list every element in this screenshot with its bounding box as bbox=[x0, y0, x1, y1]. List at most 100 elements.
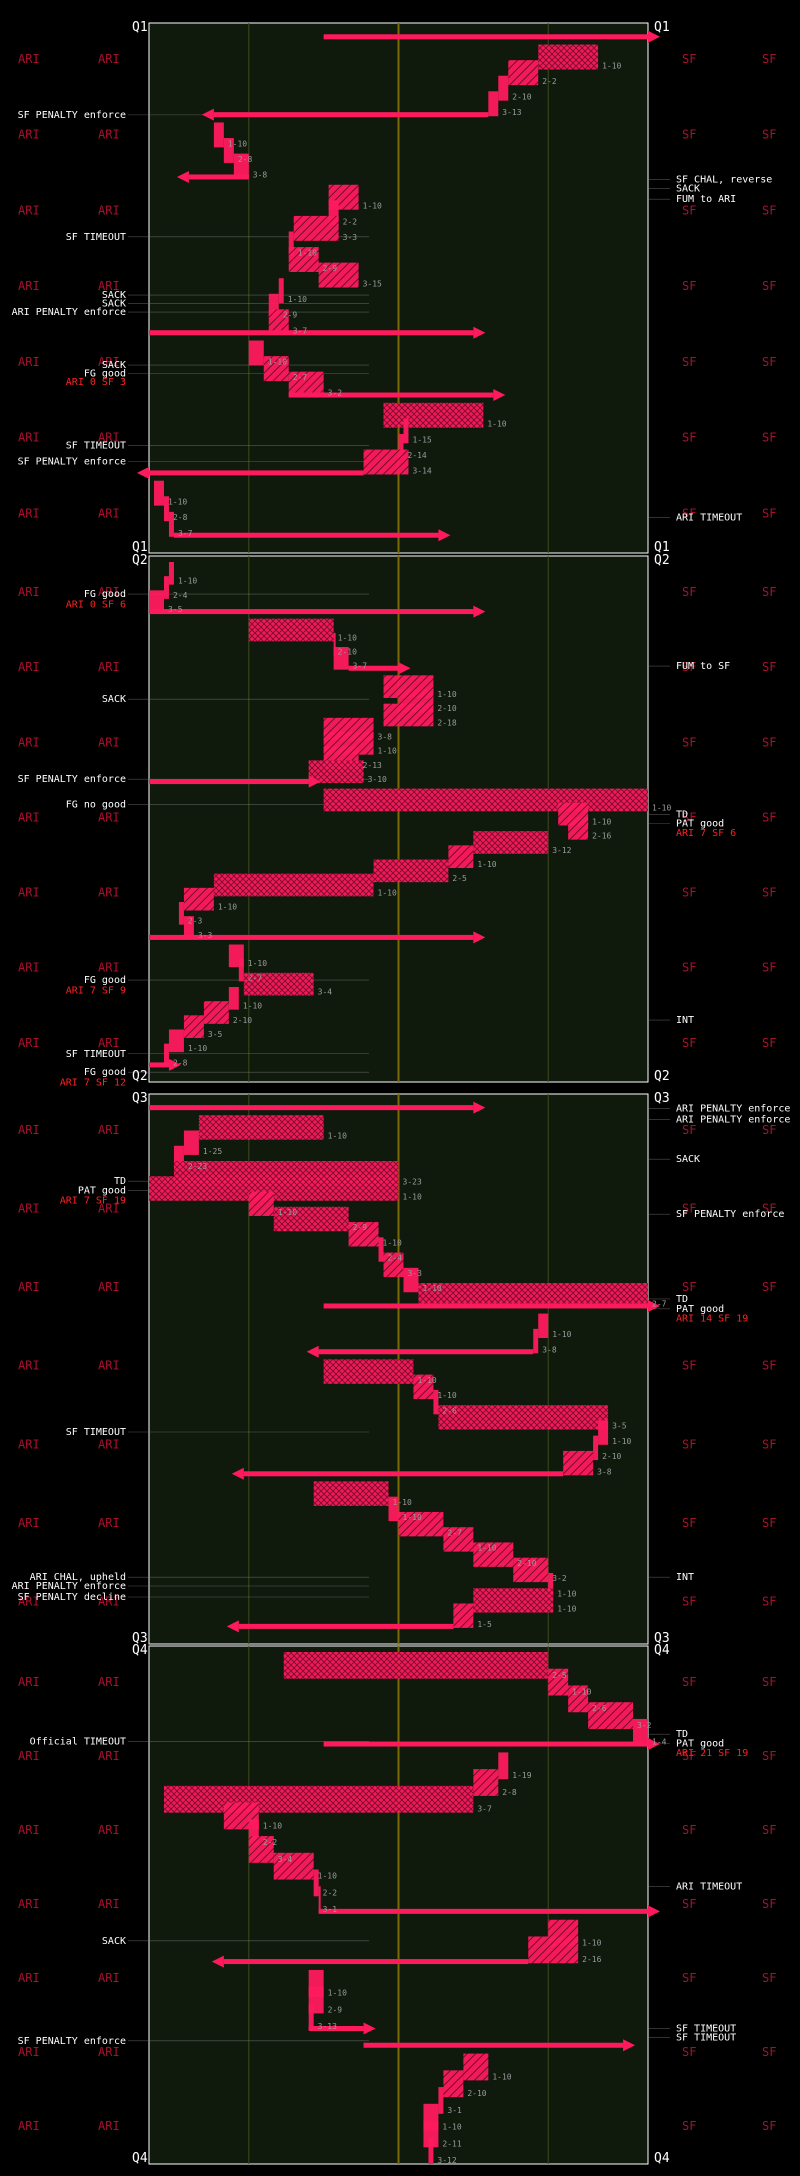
event-label: PAT good bbox=[676, 818, 724, 829]
play-2-2 bbox=[508, 60, 539, 86]
team-side-label: SF bbox=[762, 2119, 776, 2133]
down-distance-label: 1-10 bbox=[248, 959, 267, 968]
down-distance-label: 1-10 bbox=[442, 2123, 461, 2132]
team-side-label: SF bbox=[762, 1823, 776, 1837]
team-side-label: SF bbox=[682, 2045, 696, 2059]
event-label: ARI PENALTY enforce bbox=[676, 1104, 790, 1115]
play-3-8 bbox=[233, 153, 249, 179]
team-side-label: SF bbox=[682, 585, 696, 599]
down-distance-label: 1-10 bbox=[572, 1688, 591, 1697]
event-label: FG good bbox=[84, 1067, 126, 1078]
kick-arrow bbox=[648, 1905, 660, 1918]
team-side-label: ARI bbox=[98, 585, 120, 599]
down-distance-label: 1-10 bbox=[263, 1821, 282, 1830]
team-side-label: ARI bbox=[18, 660, 40, 674]
down-distance-label: 2-8 bbox=[173, 513, 188, 522]
team-side-label: ARI bbox=[98, 1516, 120, 1530]
event-label: SACK bbox=[676, 1154, 700, 1165]
event-label: PAT good bbox=[676, 1304, 724, 1315]
event-label: ARI PENALTY enforce bbox=[12, 307, 126, 318]
quarter-label: Q2 bbox=[132, 553, 148, 568]
kick-bar bbox=[173, 532, 439, 538]
kick-bar bbox=[238, 1623, 454, 1629]
play-1-10 bbox=[473, 1588, 554, 1613]
event-label: SACK bbox=[102, 299, 126, 310]
play-3-1 bbox=[438, 2087, 444, 2114]
team-side-label: ARI bbox=[18, 1202, 40, 1216]
team-side-label: ARI bbox=[18, 1675, 40, 1689]
down-distance-label: 3-7 bbox=[353, 662, 368, 671]
kick-bar bbox=[149, 609, 474, 615]
kick-arrow bbox=[648, 30, 660, 43]
play-3-5 bbox=[183, 1015, 204, 1038]
down-distance-label: 1-10 bbox=[328, 1132, 347, 1141]
down-distance-label: 1-10 bbox=[403, 1513, 422, 1522]
play-1-10 bbox=[288, 231, 294, 257]
play-3-7 bbox=[168, 511, 174, 537]
down-distance-label: 1-10 bbox=[437, 1391, 456, 1400]
team-side-label: SF bbox=[762, 1280, 776, 1294]
kick-bar bbox=[149, 1105, 474, 1111]
quarter-label: Q1 bbox=[654, 20, 670, 35]
play-1-10 bbox=[323, 788, 648, 812]
kick-arrow bbox=[308, 775, 321, 788]
quarter-label: Q3 bbox=[132, 1091, 148, 1106]
down-distance-label: 1-10 bbox=[383, 1238, 402, 1247]
quarter-label: Q4 bbox=[654, 2151, 670, 2166]
kick-bar bbox=[213, 112, 489, 118]
team-side-label: ARI bbox=[18, 961, 40, 975]
down-distance-label: 2-9 bbox=[328, 2005, 343, 2014]
play-1-10 bbox=[248, 1191, 274, 1216]
kick-arrow bbox=[398, 662, 411, 675]
team-side-label: SF bbox=[762, 735, 776, 749]
down-distance-label: 3-2 bbox=[328, 389, 343, 398]
event-label: TD bbox=[676, 1729, 688, 1740]
play-1-10 bbox=[463, 2053, 489, 2081]
team-side-label: SF bbox=[762, 1971, 776, 1985]
down-distance-label: 3-2 bbox=[637, 1721, 652, 1730]
team-side-label: SF bbox=[762, 128, 776, 142]
play-3-7 bbox=[268, 309, 289, 335]
down-distance-label: 1-10 bbox=[378, 888, 397, 897]
down-distance-label: 3-7 bbox=[293, 326, 308, 335]
play-2-2 bbox=[328, 200, 339, 226]
down-distance-label: 2-10 bbox=[338, 648, 357, 657]
play-3-8 bbox=[563, 1450, 594, 1476]
kick-bar bbox=[149, 779, 309, 785]
team-side-label: ARI bbox=[18, 1123, 40, 1137]
play-2-7 bbox=[398, 1511, 444, 1537]
team-side-label: ARI bbox=[18, 1280, 40, 1294]
kick-arrow bbox=[648, 1738, 660, 1751]
kick-bar bbox=[318, 1349, 534, 1355]
kick-bar bbox=[323, 1303, 648, 1309]
score-label: ARI 7 SF 12 bbox=[60, 1078, 126, 1089]
play-1-10 bbox=[323, 1359, 414, 1384]
down-distance-label: 2-2 bbox=[323, 1888, 338, 1897]
team-side-label: SF bbox=[682, 660, 696, 674]
event-label: TD bbox=[676, 809, 688, 820]
play-2-9 bbox=[268, 293, 279, 319]
quarter-label: Q2 bbox=[654, 553, 670, 568]
kick-arrow bbox=[473, 605, 486, 618]
team-side-label: ARI bbox=[18, 128, 40, 142]
down-distance-label: 3-1 bbox=[447, 2106, 462, 2115]
event-label: SF TIMEOUT bbox=[66, 1427, 126, 1438]
play-2-8 bbox=[223, 138, 234, 163]
down-distance-label: 3-12 bbox=[552, 846, 571, 855]
down-distance-label: 3-8 bbox=[542, 1345, 557, 1354]
down-distance-label: 3-8 bbox=[597, 1467, 612, 1476]
team-side-label: SF bbox=[682, 1202, 696, 1216]
play-3-4 bbox=[248, 1836, 274, 1863]
down-distance-label: 1-10 bbox=[338, 633, 357, 642]
kick-arrow bbox=[211, 1955, 224, 1968]
event-label: FG good bbox=[84, 589, 126, 600]
team-side-label: ARI bbox=[98, 1594, 120, 1608]
play-2-7 bbox=[238, 958, 244, 982]
team-side-label: SF bbox=[762, 1749, 776, 1763]
team-side-label: ARI bbox=[18, 735, 40, 749]
team-side-label: SF bbox=[762, 810, 776, 824]
event-label: FUM to SF bbox=[676, 661, 730, 672]
down-distance-label: 2-2 bbox=[263, 1838, 278, 1847]
team-side-label: ARI bbox=[98, 1897, 120, 1911]
kick-arrow bbox=[473, 326, 486, 339]
